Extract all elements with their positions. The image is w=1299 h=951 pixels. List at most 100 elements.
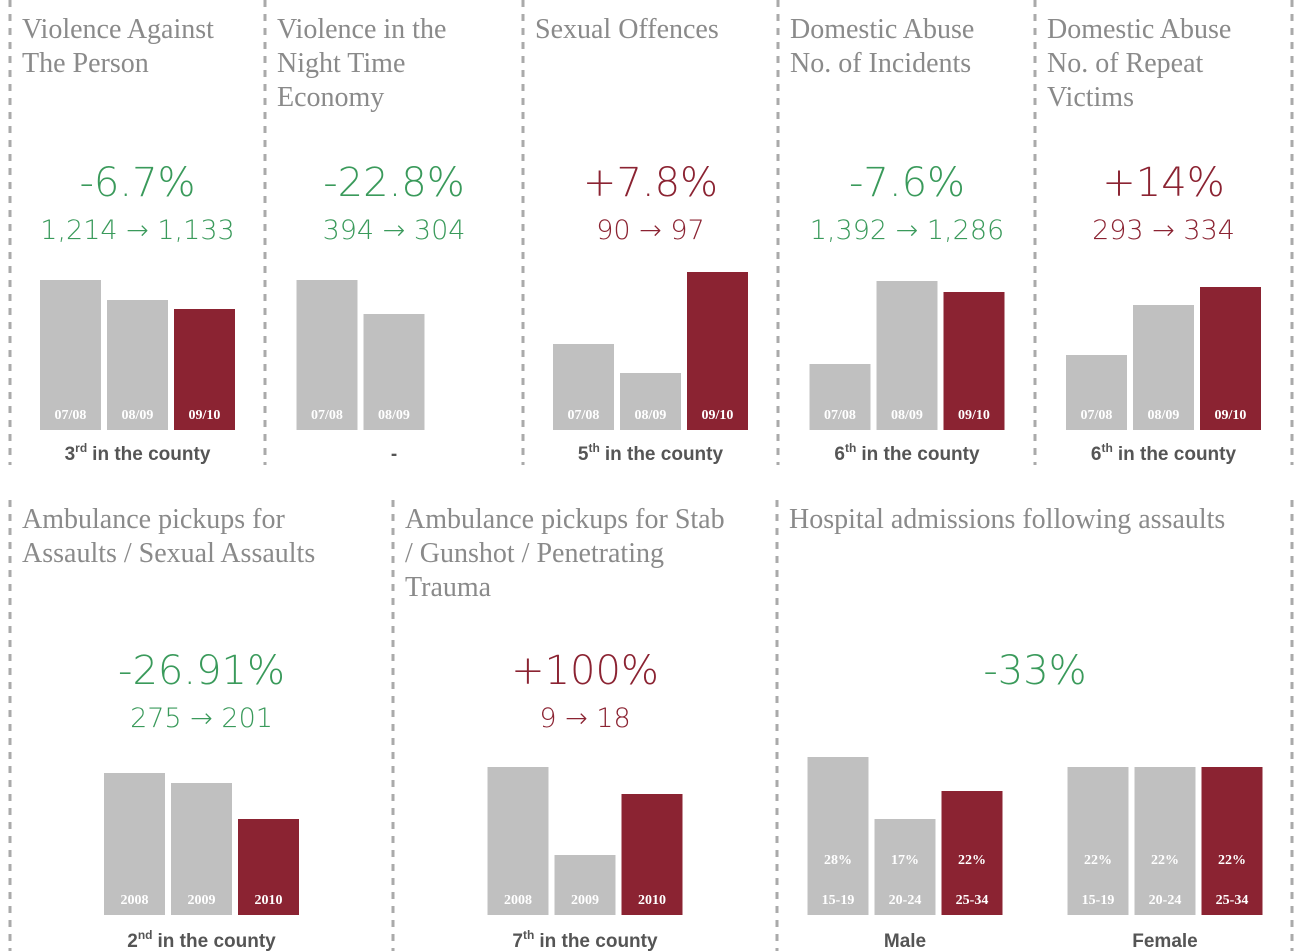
separators	[8, 0, 1294, 951]
rank: 7th in the county	[512, 928, 658, 951]
share-label: 28%	[824, 853, 852, 868]
bar	[809, 364, 871, 430]
bar-label: 2009	[571, 893, 599, 908]
bar-label: 07/08	[568, 408, 600, 423]
bar	[687, 272, 748, 430]
bar-label: 07/08	[311, 408, 343, 423]
rank: 6th in the county	[834, 441, 980, 465]
rank-suffix: nd	[138, 928, 153, 942]
bar	[621, 794, 683, 915]
panel-title: Ambulance pickups for Stab	[405, 504, 725, 535]
group-name: Female	[1132, 931, 1197, 951]
bar-label: 09/10	[702, 408, 734, 423]
rank-number: 6	[1091, 444, 1102, 465]
bar	[1133, 305, 1194, 430]
counts: 90 → 97	[596, 215, 705, 246]
rank: -	[391, 444, 397, 465]
share-label: 22%	[1084, 853, 1112, 868]
rank-text: in the county	[605, 444, 724, 465]
panel: Sexual Offences +7.8% 90 → 97 07/08 08/09 09/…	[535, 14, 748, 465]
bar-label: 08/09	[635, 408, 667, 423]
panel-title: Ambulance pickups for	[22, 504, 285, 535]
bar-label: 08/09	[122, 408, 154, 423]
bar-label: 2009	[188, 893, 216, 908]
rank-suffix: th	[589, 441, 600, 455]
rank-text: in the county	[158, 931, 277, 951]
rank-number: 2	[127, 931, 138, 951]
bar-label: 09/10	[958, 408, 990, 423]
bar	[807, 757, 869, 915]
bar	[1066, 355, 1127, 430]
panel-title: Economy	[277, 82, 384, 113]
bar	[943, 292, 1005, 430]
rank-number: -	[391, 444, 397, 465]
share-label: 22%	[958, 853, 986, 868]
panel-title: Domestic Abuse	[1047, 14, 1231, 45]
share-label: 22%	[1151, 853, 1179, 868]
bar	[487, 767, 549, 915]
bar	[1067, 767, 1129, 915]
bar-label: 2010	[638, 893, 666, 908]
rank-suffix: th	[845, 441, 856, 455]
bar	[874, 819, 936, 915]
counts: 394 → 304	[323, 215, 466, 246]
counts: 9 → 18	[539, 703, 630, 734]
rank-suffix: th	[523, 928, 534, 942]
panel-title: The Person	[22, 48, 149, 79]
counts: 1,214 → 1,133	[40, 215, 234, 246]
panel-title: / Gunshot / Penetrating	[405, 538, 664, 569]
bar	[296, 280, 358, 430]
bar-label: 25-34	[956, 893, 989, 908]
panel-title: Violence Against	[22, 14, 214, 45]
bar-label: 09/10	[189, 408, 221, 423]
rank-number: 6	[834, 444, 845, 465]
bar-label: 25-34	[1216, 893, 1249, 908]
bar-label: 07/08	[824, 408, 856, 423]
rank-text: in the county	[539, 931, 658, 951]
rank: 5th in the county	[578, 441, 724, 465]
bar	[941, 791, 1003, 915]
bar-label: 08/09	[891, 408, 923, 423]
bar	[238, 819, 299, 915]
counts: 1,392 → 1,286	[810, 215, 1004, 246]
panel-title: No. of Incidents	[790, 48, 971, 79]
change: -26.91%	[118, 648, 285, 694]
bar	[876, 281, 938, 430]
bar-label: 09/10	[1215, 408, 1247, 423]
panel-title: Sexual Offences	[535, 14, 719, 45]
panel-title: Domestic Abuse	[790, 14, 974, 45]
bar	[40, 280, 101, 430]
change: +100%	[511, 648, 659, 694]
bar	[171, 783, 232, 915]
bar	[1201, 767, 1263, 915]
bar-label: 2010	[255, 893, 283, 908]
bar-label: 08/09	[378, 408, 410, 423]
group-name: Male	[884, 931, 926, 951]
bar	[174, 309, 235, 430]
panel-title: Violence in the	[277, 14, 446, 45]
bar-label: 2008	[121, 893, 149, 908]
bar-label: 2008	[504, 893, 532, 908]
bar	[620, 373, 681, 430]
bar-label: 20-24	[889, 893, 922, 908]
share-label: 17%	[891, 853, 919, 868]
bar	[1200, 287, 1261, 430]
panel-title: No. of Repeat	[1047, 48, 1204, 79]
rank-text: in the county	[861, 444, 980, 465]
rank-suffix: rd	[75, 441, 87, 455]
change: -7.6%	[849, 160, 965, 206]
bar	[363, 314, 425, 430]
panel: Ambulance pickups for Stab/ Gunshot / Pe…	[405, 504, 725, 951]
change: +14%	[1102, 160, 1224, 206]
panel-title: Trauma	[405, 572, 492, 603]
rank-number: 3	[65, 444, 76, 465]
bar-label: 09/10	[445, 408, 477, 423]
bar-label: 15-19	[822, 893, 855, 908]
bar-label: 15-19	[1082, 893, 1115, 908]
panel-title: Night Time	[277, 48, 405, 79]
